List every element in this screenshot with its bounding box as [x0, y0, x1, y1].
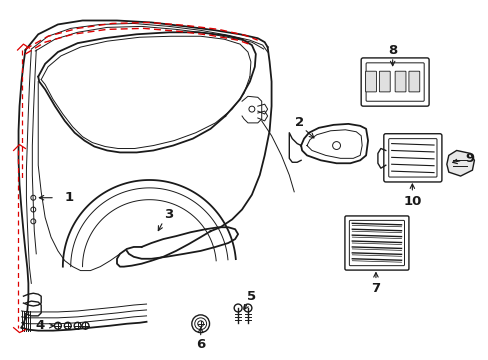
- FancyBboxPatch shape: [394, 71, 405, 92]
- FancyBboxPatch shape: [379, 71, 389, 92]
- FancyBboxPatch shape: [383, 134, 441, 182]
- Text: 9: 9: [464, 152, 473, 165]
- Text: 5: 5: [247, 290, 256, 303]
- Text: 1: 1: [65, 191, 74, 204]
- FancyBboxPatch shape: [408, 71, 419, 92]
- FancyBboxPatch shape: [344, 216, 408, 270]
- Text: 10: 10: [403, 195, 421, 208]
- Text: 7: 7: [370, 282, 380, 295]
- Text: 6: 6: [196, 338, 205, 351]
- FancyBboxPatch shape: [365, 71, 376, 92]
- Text: 2: 2: [294, 116, 303, 129]
- Text: 4: 4: [36, 319, 45, 332]
- Text: 3: 3: [163, 208, 172, 221]
- Polygon shape: [446, 150, 473, 176]
- Text: 8: 8: [387, 44, 396, 57]
- FancyBboxPatch shape: [361, 58, 428, 106]
